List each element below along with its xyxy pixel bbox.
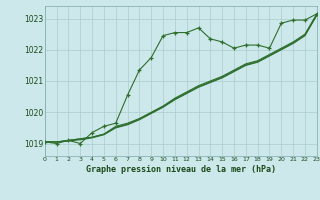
X-axis label: Graphe pression niveau de la mer (hPa): Graphe pression niveau de la mer (hPa) <box>86 165 276 174</box>
